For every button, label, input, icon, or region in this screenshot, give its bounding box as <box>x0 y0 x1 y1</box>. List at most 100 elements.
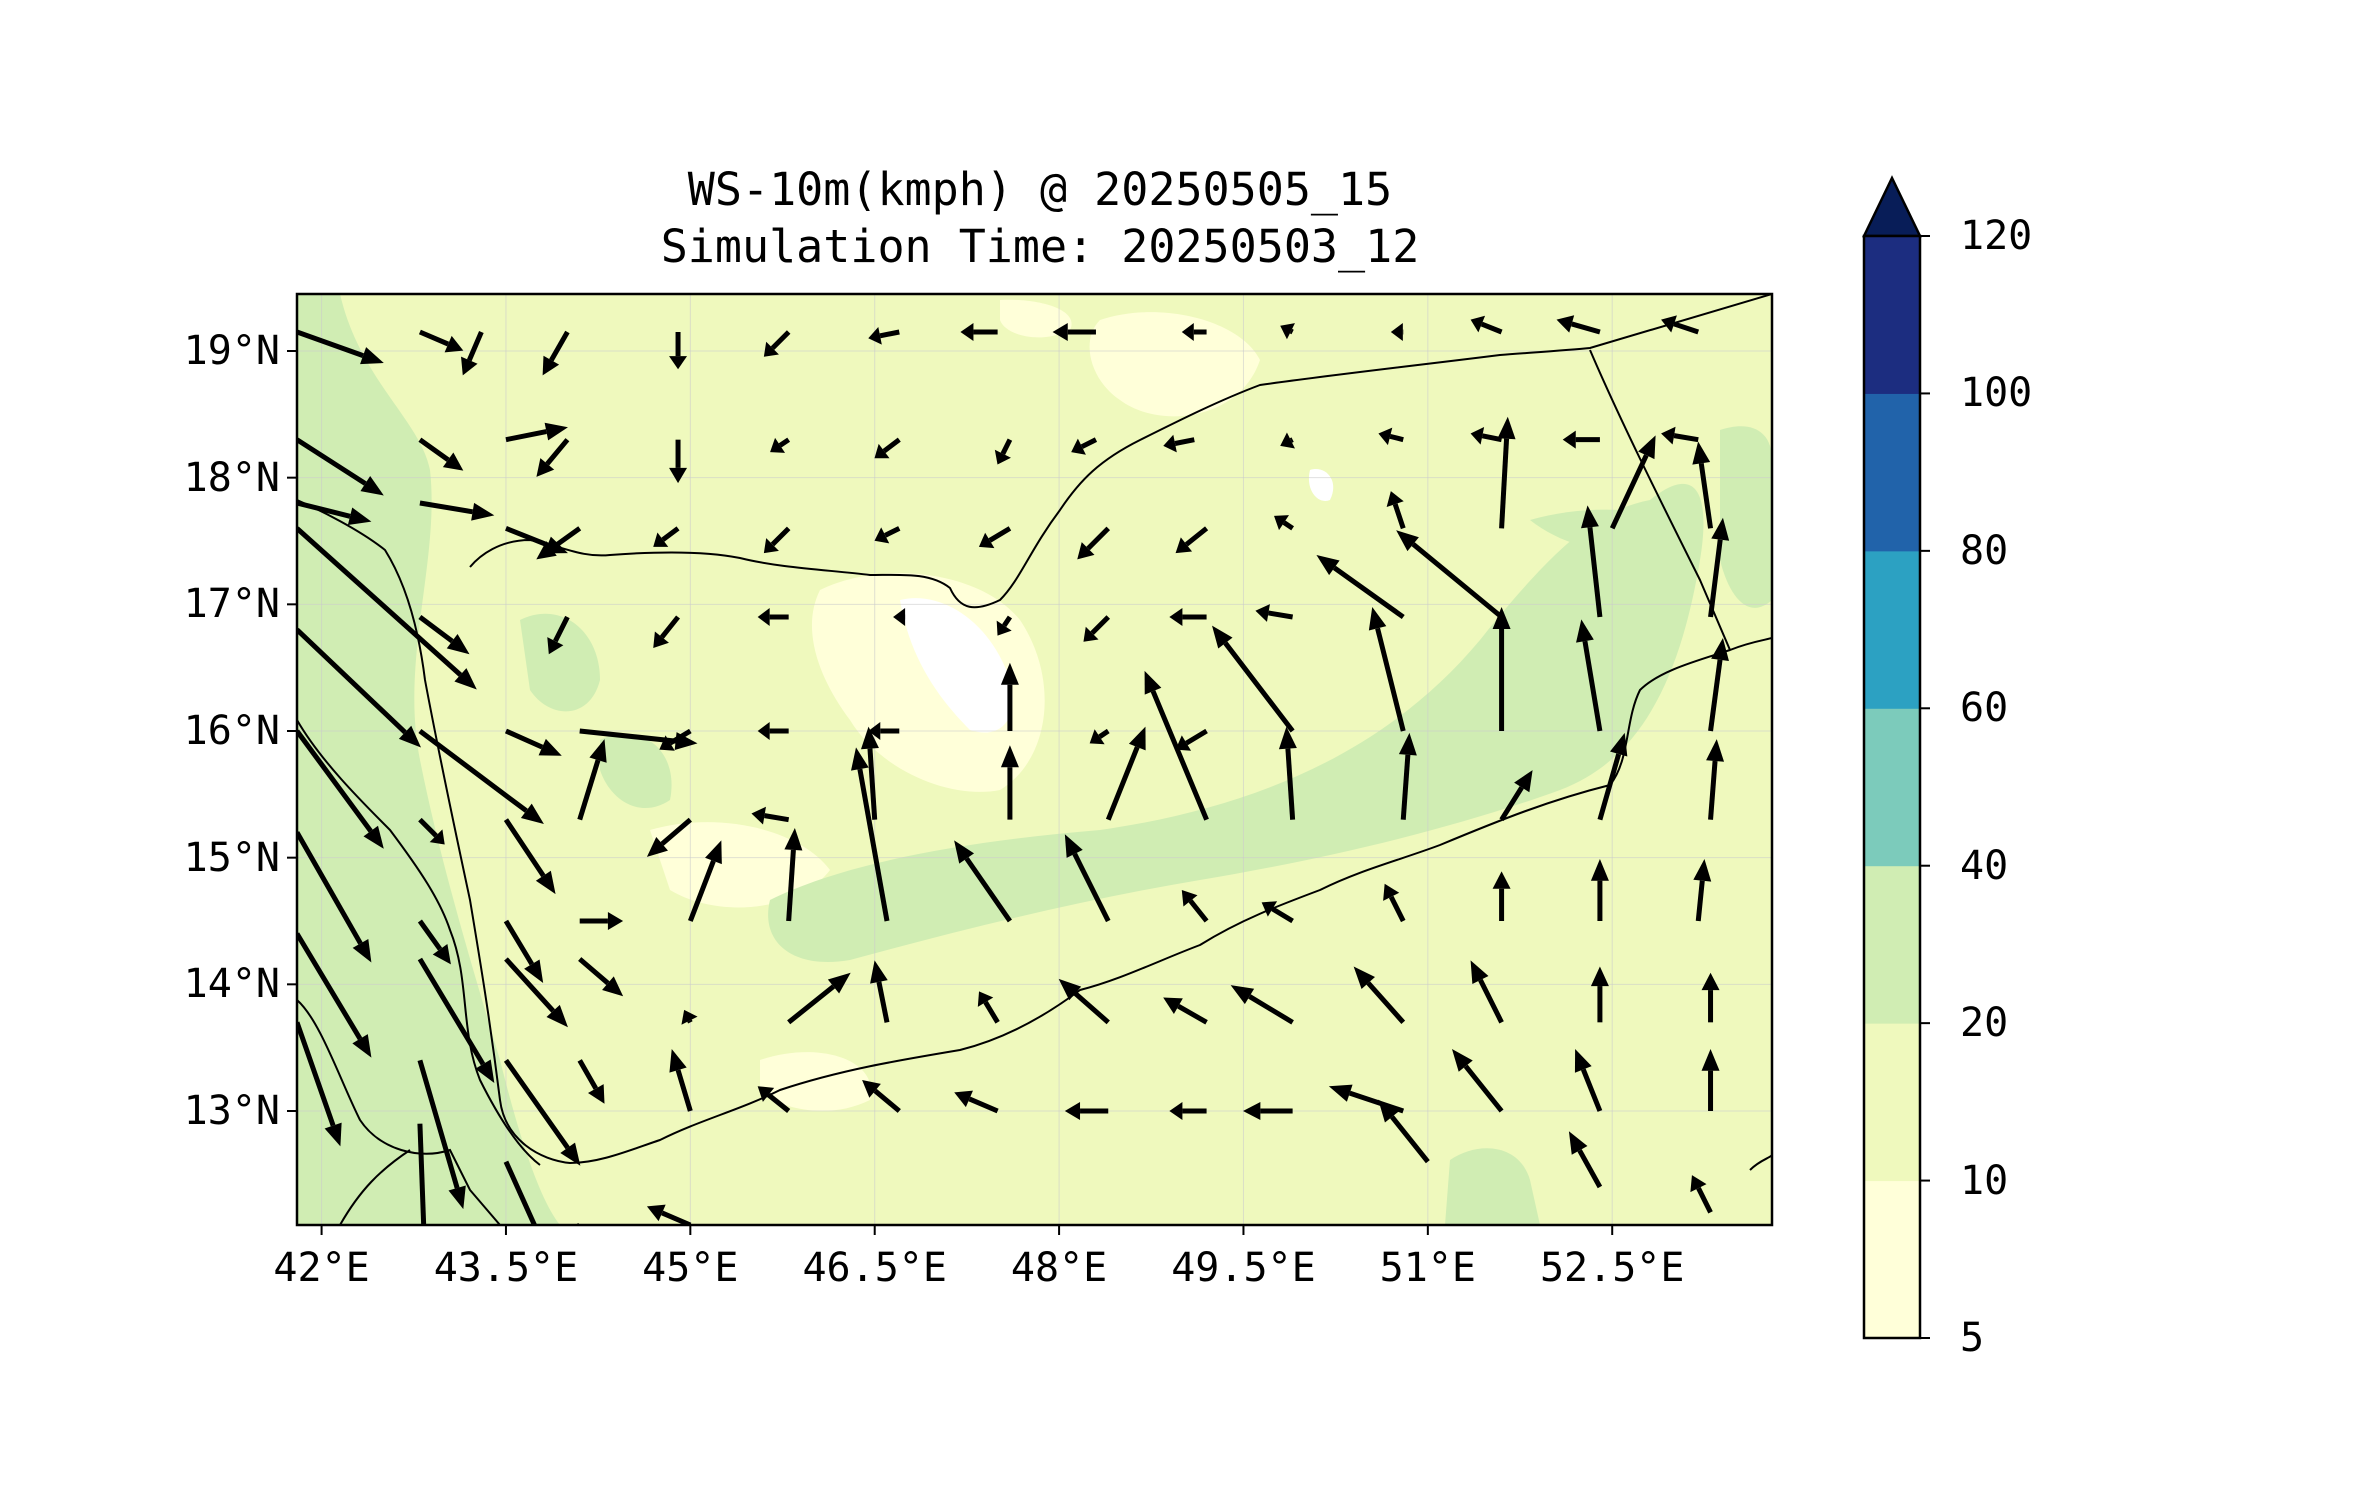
yemen-saudi-border <box>469 294 1772 609</box>
wind-arrow <box>757 1086 791 1113</box>
wind-arrow <box>1316 555 1405 620</box>
colorbar-tick-label: 80 <box>1960 527 2009 574</box>
wind-arrow <box>1708 517 1730 618</box>
wind-arrow <box>297 729 384 849</box>
wind-arrow <box>1071 437 1098 455</box>
colorbar-tick-label: 120 <box>1960 213 2033 259</box>
african-coastline <box>297 719 541 1166</box>
simulation-time-subtitle: Simulation Time: 20250503_12 <box>660 220 1420 273</box>
wind-arrow <box>1368 607 1406 732</box>
wind-arrow <box>687 840 722 922</box>
wind-arrow <box>1568 1131 1603 1189</box>
wind-arrow <box>1590 859 1609 921</box>
wind-arrow <box>1378 427 1404 446</box>
wind-arrow <box>503 818 556 895</box>
colorbar-tick-label: 40 <box>1960 842 2009 889</box>
wind-arrow <box>1058 978 1110 1025</box>
wind-arrow <box>757 722 789 740</box>
wind-arrow <box>1212 625 1295 733</box>
wind-arrow <box>418 614 470 655</box>
wind-arrow <box>1499 770 1533 821</box>
colorbar-tick-label: 5 <box>1960 1315 1985 1361</box>
wind-arrow <box>1064 1102 1109 1120</box>
wind-arrow <box>868 722 900 740</box>
colorbar-band <box>1864 236 1920 394</box>
wind-arrow <box>653 615 680 648</box>
wind-arrow <box>874 526 901 544</box>
wind-arrow <box>669 1049 693 1112</box>
colorbar-tick-label: 20 <box>1960 1000 2009 1047</box>
wind-arrow <box>860 726 879 820</box>
arabian-coastline <box>297 499 1772 1165</box>
wind-arrow <box>770 437 791 453</box>
wind-arrow <box>503 919 544 983</box>
wind-arrow <box>1492 607 1511 731</box>
wind-arrow <box>851 747 890 922</box>
wind-arrow <box>1609 435 1656 530</box>
wind-arrow <box>297 329 384 365</box>
wind-arrow <box>763 526 791 554</box>
lon-tick-label: 46.5°E <box>802 1245 947 1291</box>
wind-arrow <box>1077 526 1111 560</box>
colorbar-band <box>1864 393 1920 552</box>
wind-vector-field <box>297 315 1730 1225</box>
wind-arrow <box>751 806 790 825</box>
wind-arrow <box>418 817 445 845</box>
wind-arrow <box>653 526 680 547</box>
wind-arrow <box>418 437 464 471</box>
wind-arrow <box>1701 972 1720 1023</box>
lat-tick-label: 14°N <box>183 961 280 1008</box>
lat-tick-label: 16°N <box>183 708 280 754</box>
colorbar-band <box>1864 550 1920 709</box>
wind-arrow <box>1390 323 1404 341</box>
wind-arrow <box>646 817 692 857</box>
wind-arrow <box>575 1223 580 1225</box>
wind-arrow <box>1230 985 1294 1025</box>
wind-arrow <box>1052 323 1096 341</box>
colorbar-tick-label: 100 <box>1960 370 2033 417</box>
wind-arrow <box>669 332 688 370</box>
wind-arrow <box>1386 491 1406 530</box>
wind-arrow <box>1574 1049 1603 1112</box>
wind-arrow <box>862 1080 901 1113</box>
yemen-oman-border <box>1589 349 1731 651</box>
wind-arrow <box>1396 530 1504 619</box>
wind-arrow <box>1492 871 1511 921</box>
wind-arrow <box>503 1058 581 1166</box>
wind-arrow <box>297 437 384 496</box>
colorbar-extend-triangle <box>1862 175 1922 238</box>
wind-arrow <box>954 840 1012 923</box>
wind-arrow <box>1280 323 1295 340</box>
map-frame <box>295 292 1774 1227</box>
axis-ticks <box>287 350 1614 1235</box>
wind-arrow <box>893 608 906 626</box>
lon-tick-label: 51°E <box>1379 1245 1476 1291</box>
wind-arrow <box>1000 662 1019 731</box>
wind-arrow <box>1576 619 1603 732</box>
wind-arrow <box>1175 728 1208 751</box>
wind-arrow <box>1556 315 1601 335</box>
wind-arrow <box>669 439 688 484</box>
colorbar <box>1862 175 1930 1340</box>
wind-arrow <box>578 957 624 997</box>
wind-arrow <box>1181 890 1209 923</box>
wind-arrow <box>503 1160 538 1225</box>
wind-arrow <box>1693 859 1712 922</box>
wind-arrow <box>1083 615 1111 642</box>
wind-arrow <box>1470 426 1503 445</box>
wind-arrow <box>1064 834 1111 923</box>
lon-tick-label: 52.5°E <box>1539 1245 1685 1291</box>
wind-arrow <box>1597 732 1628 821</box>
inland-border-west <box>297 999 501 1225</box>
lat-tick-label: 19°N <box>183 328 280 374</box>
wind-arrow <box>646 1204 692 1225</box>
wind-arrow <box>996 615 1012 636</box>
wind-arrow <box>297 932 372 1058</box>
wind-arrow <box>1175 526 1209 554</box>
wind-arrow <box>418 728 544 824</box>
coastlines-and-borders <box>297 294 1772 1225</box>
wind-arrow <box>1497 416 1516 529</box>
wind-arrow <box>1661 315 1700 335</box>
wind-arrow <box>1692 441 1714 529</box>
